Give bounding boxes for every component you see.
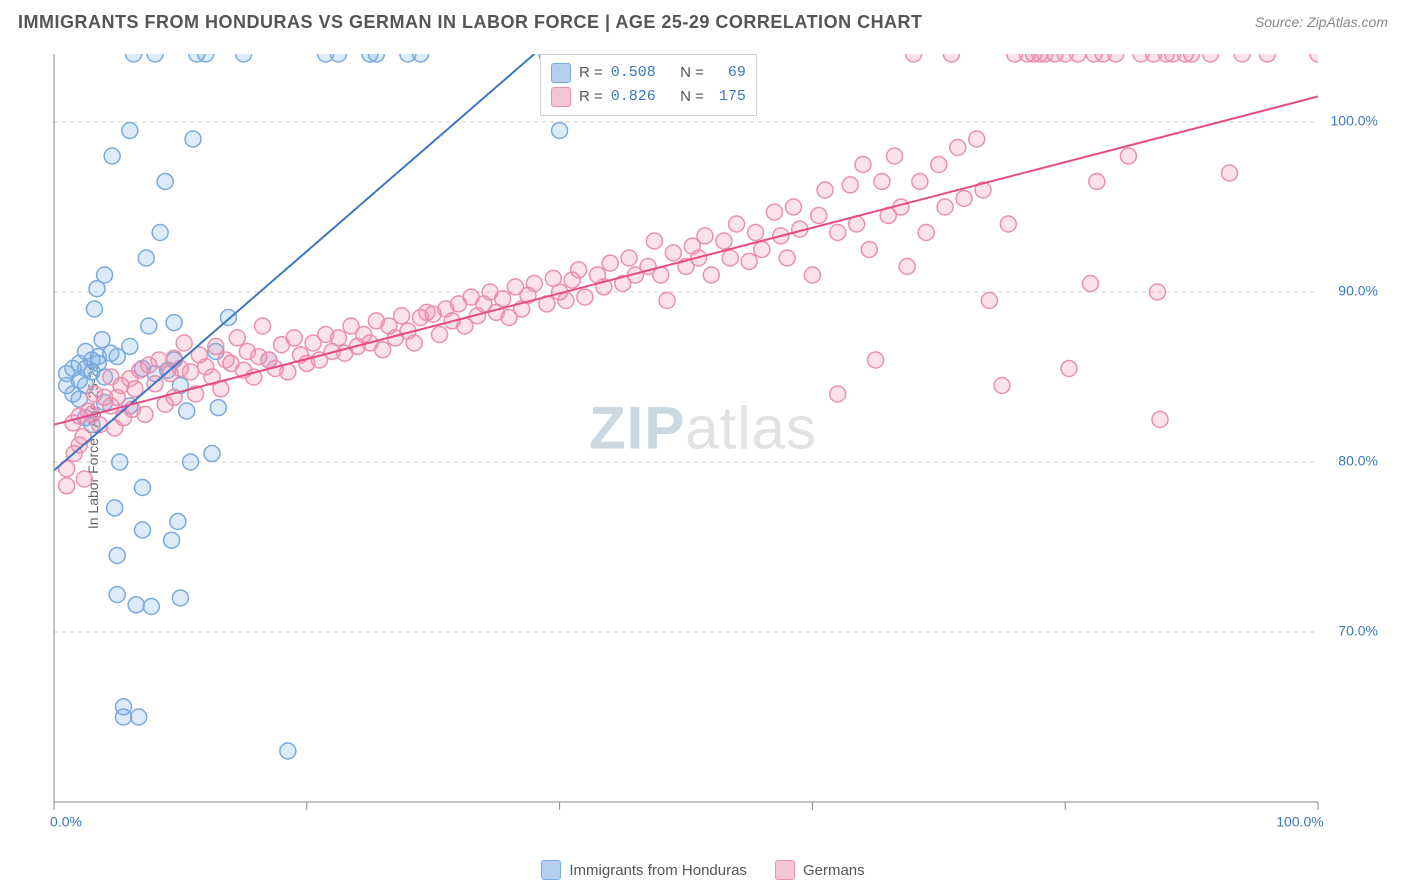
svg-text:0.0%: 0.0% (50, 813, 82, 829)
svg-text:70.0%: 70.0% (1338, 623, 1378, 639)
stats-legend-box: R = 0.508 N = 69 R = 0.826 N = 175 (540, 54, 757, 116)
svg-text:100.0%: 100.0% (1276, 813, 1323, 829)
stat-n-value: 69 (712, 61, 746, 85)
stat-r-label: R = (579, 85, 603, 109)
legend-label: Germans (803, 862, 865, 879)
legend-label: Immigrants from Honduras (569, 862, 747, 879)
svg-text:100.0%: 100.0% (1331, 113, 1378, 129)
stat-n-label: N = (680, 61, 704, 85)
bottom-legend: Immigrants from Honduras Germans (0, 860, 1406, 880)
stat-r-label: R = (579, 61, 603, 85)
svg-text:90.0%: 90.0% (1338, 283, 1378, 299)
source-attribution: Source: ZipAtlas.com (1255, 14, 1388, 30)
stat-r-value: 0.826 (611, 85, 656, 109)
stat-n-value: 175 (712, 85, 746, 109)
stat-n-label: N = (680, 85, 704, 109)
scatter-plot-svg: 70.0% 80.0% 90.0% 100.0% 0.0% 100.0% (50, 50, 1388, 832)
legend-swatch (775, 860, 795, 880)
svg-text:80.0%: 80.0% (1338, 453, 1378, 469)
stat-r-value: 0.508 (611, 61, 656, 85)
source-prefix: Source: (1255, 14, 1307, 30)
bottom-legend-item: Germans (775, 860, 865, 880)
stats-legend-row: R = 0.826 N = 175 (551, 85, 746, 109)
legend-swatch (541, 860, 561, 880)
legend-swatch (551, 63, 571, 83)
legend-swatch (551, 87, 571, 107)
chart-title: IMMIGRANTS FROM HONDURAS VS GERMAN IN LA… (18, 12, 923, 33)
plot-area: 70.0% 80.0% 90.0% 100.0% 0.0% 100.0% (50, 50, 1388, 832)
header: IMMIGRANTS FROM HONDURAS VS GERMAN IN LA… (0, 0, 1406, 44)
chart-container: IMMIGRANTS FROM HONDURAS VS GERMAN IN LA… (0, 0, 1406, 892)
stats-legend-row: R = 0.508 N = 69 (551, 61, 746, 85)
source-name: ZipAtlas.com (1307, 14, 1388, 30)
bottom-legend-item: Immigrants from Honduras (541, 860, 747, 880)
